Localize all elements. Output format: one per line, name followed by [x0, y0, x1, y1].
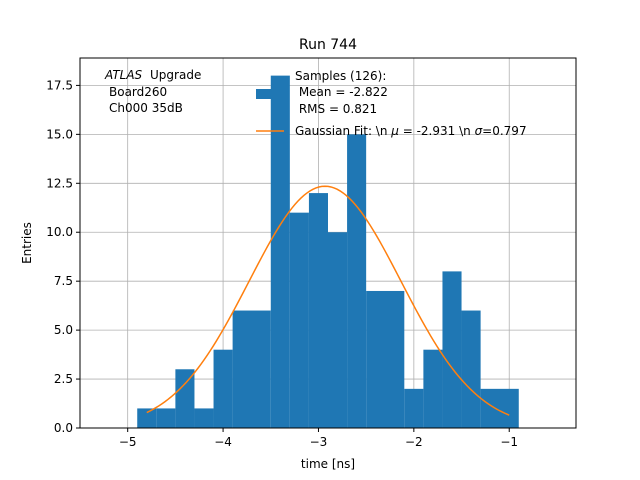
legend-samples-title: Samples (126):	[295, 69, 386, 83]
gaussian-fit-curve	[146, 185, 510, 416]
legend-fit-mu-value: = -2.931 \n	[399, 124, 475, 138]
histogram-bar-3	[194, 408, 214, 428]
histogram-bar-8	[308, 193, 328, 428]
svg-text:ATLAS Upgrade: ATLAS Upgrade	[104, 68, 201, 82]
y-axis-ticks: 0.0 2.5 5.0 7.5 10.0 12.5 15.0 17.5	[46, 78, 80, 435]
y-tick-label-1: 2.5	[54, 372, 73, 386]
x-tick-label-3: −2	[405, 435, 423, 449]
legend-fit-sigma-value: =0.797	[482, 124, 526, 138]
atlas-annotation: ATLAS Upgrade Board260 Ch000 35dB	[104, 68, 201, 115]
x-axis-ticks: −5 −4 −3 −2 −1	[119, 428, 518, 449]
histogram-bar-2	[175, 369, 195, 428]
histogram-bar-15	[461, 310, 481, 428]
legend-fit-mu-symbol: μ	[390, 124, 399, 138]
legend-fit-label: Gaussian Fit: \n μ = -2.931 \n σ=0.797	[295, 124, 527, 138]
annotation-channel: Ch000 35dB	[109, 101, 183, 115]
annotation-upgrade: Upgrade	[150, 68, 201, 82]
histogram-bar-5	[232, 310, 271, 428]
histogram-bar-7	[289, 212, 309, 428]
y-tick-label-6: 15.0	[46, 127, 73, 141]
histogram-bar-1	[156, 408, 176, 428]
axes-frame	[79, 57, 577, 429]
legend-samples-rms: RMS = 0.821	[295, 102, 377, 116]
histogram-bar-14	[442, 271, 462, 428]
histogram-bar-13	[423, 349, 443, 428]
legend-samples-swatch	[256, 89, 284, 99]
x-tick-label-4: −1	[500, 435, 518, 449]
legend-fit-sigma-symbol: σ	[475, 124, 483, 138]
y-tick-label-4: 10.0	[46, 225, 73, 239]
y-tick-label-3: 7.5	[54, 274, 73, 288]
x-tick-label-2: −3	[310, 435, 328, 449]
x-axis-label: time [ns]	[301, 457, 355, 471]
histogram-bar-11	[366, 290, 405, 428]
histogram-bar-6	[270, 75, 290, 428]
annotation-board: Board260	[109, 85, 167, 99]
histogram-bar-9	[328, 232, 348, 428]
y-tick-label-0: 0.0	[54, 421, 73, 435]
histogram-bar-10	[347, 134, 367, 428]
histogram-bar-0	[137, 408, 157, 428]
legend-samples-mean: Mean = -2.822	[295, 85, 388, 99]
legend: Samples (126): Mean = -2.822 RMS = 0.821…	[256, 69, 527, 138]
histogram-bar-4	[213, 349, 233, 428]
histogram-bar-12	[404, 388, 424, 428]
y-tick-label-5: 12.5	[46, 176, 73, 190]
y-axis-label: Entries	[20, 222, 34, 264]
y-tick-label-2: 5.0	[54, 323, 73, 337]
legend-fit-prefix: Gaussian Fit: \n	[295, 124, 391, 138]
histogram-bars	[137, 75, 519, 428]
chart-title: Run 744	[299, 37, 357, 53]
annotation-atlas: ATLAS	[104, 68, 143, 82]
x-tick-label-0: −5	[119, 435, 137, 449]
y-tick-label-7: 17.5	[46, 78, 73, 92]
histogram-bar-16	[480, 388, 519, 428]
x-tick-label-1: −4	[214, 435, 232, 449]
